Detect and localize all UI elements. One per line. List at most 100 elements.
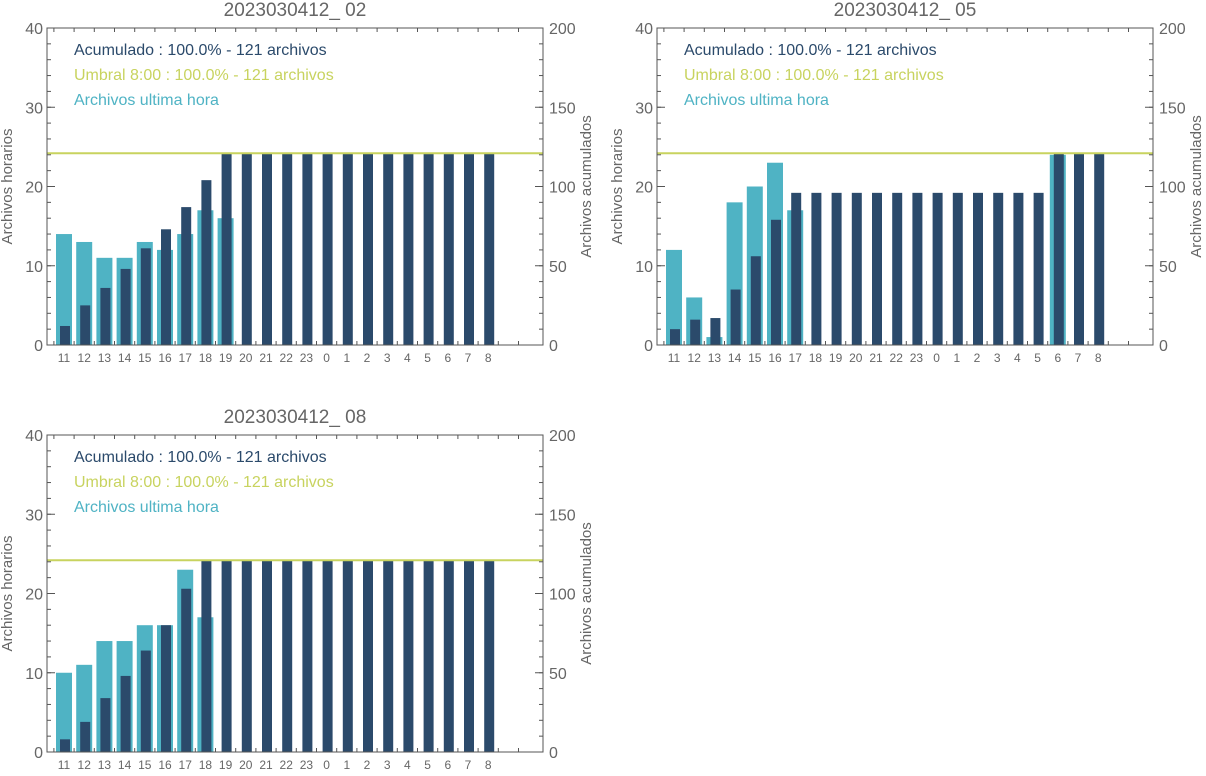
x-tick-label: 2 <box>974 351 981 365</box>
legend-entry: Archivos ultima hora <box>74 92 219 109</box>
y-tick-label: 40 <box>635 21 653 38</box>
y2-tick-label: 150 <box>1159 100 1186 117</box>
x-tick-label: 1 <box>953 351 960 365</box>
cumulative-bar <box>484 560 495 752</box>
x-tick-label: 15 <box>748 351 762 365</box>
x-tick-label: 7 <box>465 351 472 365</box>
cumulative-bar <box>484 153 495 345</box>
x-tick-label: 18 <box>809 351 823 365</box>
cumulative-bar <box>60 739 70 752</box>
x-tick-label: 13 <box>98 351 112 365</box>
y2-tick-label: 50 <box>549 666 567 683</box>
x-tick-label: 2 <box>364 351 371 365</box>
y-tick-label: 30 <box>635 100 653 117</box>
cumulative-bar <box>100 698 111 752</box>
cumulative-bar <box>262 153 272 345</box>
cumulative-bar <box>120 268 131 345</box>
cumulative-bar <box>423 560 434 752</box>
legend-entry: Acumulado : 100.0% - 121 archivos <box>74 449 327 466</box>
x-tick-label: 18 <box>199 351 213 365</box>
y2-tick-label: 100 <box>549 587 576 604</box>
cumulative-bar <box>383 560 394 752</box>
chart-title: 2023030412_ 05 <box>834 0 977 21</box>
cumulative-bar <box>181 207 192 345</box>
x-tick-label: 17 <box>789 351 803 365</box>
y2-tick-label: 50 <box>549 259 567 276</box>
cumulative-bar <box>423 153 434 345</box>
x-tick-label: 22 <box>280 758 294 771</box>
cumulative-bar <box>161 625 171 752</box>
y-tick-label: 10 <box>25 259 43 276</box>
cumulative-bar <box>80 721 91 752</box>
x-tick-label: 6 <box>444 351 451 365</box>
x-tick-label: 19 <box>829 351 843 365</box>
x-tick-label: 16 <box>158 758 172 771</box>
y2-tick-label: 200 <box>549 21 576 38</box>
x-tick-label: 14 <box>118 758 132 771</box>
x-tick-label: 17 <box>179 351 193 365</box>
x-tick-label: 8 <box>1095 351 1102 365</box>
y-axis-label: Archivos horarios <box>610 129 626 245</box>
x-tick-label: 8 <box>485 758 492 771</box>
x-tick-label: 4 <box>1014 351 1021 365</box>
y-tick-label: 30 <box>25 507 43 524</box>
y-tick-label: 0 <box>34 338 43 355</box>
y-axis-label: Archivos horarios <box>0 536 16 652</box>
legend-entry: Acumulado : 100.0% - 121 archivos <box>74 42 327 59</box>
x-tick-label: 23 <box>910 351 924 365</box>
y2-axis-label: Archivos acumulados <box>1188 115 1205 258</box>
y2-tick-label: 50 <box>1159 259 1177 276</box>
x-tick-label: 11 <box>58 351 71 365</box>
cumulative-bar <box>443 153 454 345</box>
cumulative-bar <box>383 153 394 345</box>
x-tick-label: 6 <box>1054 351 1061 365</box>
cumulative-bar <box>403 153 414 345</box>
x-tick-label: 1 <box>343 758 350 771</box>
x-tick-label: 12 <box>688 351 702 365</box>
cumulative-bar <box>342 153 353 345</box>
cumulative-bar <box>690 319 701 345</box>
x-tick-label: 20 <box>239 758 253 771</box>
y2-tick-label: 100 <box>549 180 576 197</box>
y2-tick-label: 200 <box>1159 21 1186 38</box>
y-tick-label: 10 <box>635 259 653 276</box>
x-tick-label: 11 <box>668 351 681 365</box>
legend-entry: Archivos ultima hora <box>684 92 829 109</box>
cumulative-bar <box>892 192 903 345</box>
cumulative-bar <box>791 192 802 345</box>
x-tick-label: 23 <box>300 758 314 771</box>
x-tick-label: 5 <box>1034 351 1041 365</box>
chart-panel-2: 2023030412_ 05 0 10 20 30 40 0 50 100 150 200 11 12 1… <box>609 0 1206 380</box>
cumulative-bar <box>952 192 963 345</box>
cumulative-bar <box>1053 153 1064 345</box>
cumulative-bar <box>120 675 131 752</box>
cumulative-bar <box>443 560 454 752</box>
y-tick-label: 40 <box>25 428 43 445</box>
x-tick-label: 0 <box>933 351 940 365</box>
x-tick-label: 13 <box>98 758 112 771</box>
chart-panel-3: 2023030412_ 08 0 10 20 30 40 0 50 100 150 200 11 12 1… <box>0 407 600 772</box>
cumulative-bar <box>201 180 212 345</box>
x-tick-label: 19 <box>219 758 233 771</box>
x-tick-label: 17 <box>179 758 193 771</box>
x-tick-label: 0 <box>323 351 330 365</box>
cumulative-bar <box>100 287 111 345</box>
x-tick-label: 4 <box>404 758 411 771</box>
x-tick-label: 15 <box>138 351 152 365</box>
y2-tick-label: 0 <box>549 338 558 355</box>
x-tick-label: 2 <box>364 758 371 771</box>
cumulative-bar <box>322 153 333 345</box>
y-tick-label: 30 <box>25 100 43 117</box>
cumulative-bar <box>973 192 983 345</box>
x-tick-label: 15 <box>138 758 152 771</box>
x-tick-label: 16 <box>768 351 782 365</box>
cumulative-bar <box>363 153 373 345</box>
legend-entry: Archivos ultima hora <box>74 499 219 516</box>
x-tick-label: 22 <box>280 351 294 365</box>
x-tick-label: 21 <box>259 351 273 365</box>
y2-tick-label: 0 <box>1159 338 1168 355</box>
x-tick-label: 14 <box>118 351 132 365</box>
cumulative-bar <box>342 560 353 752</box>
